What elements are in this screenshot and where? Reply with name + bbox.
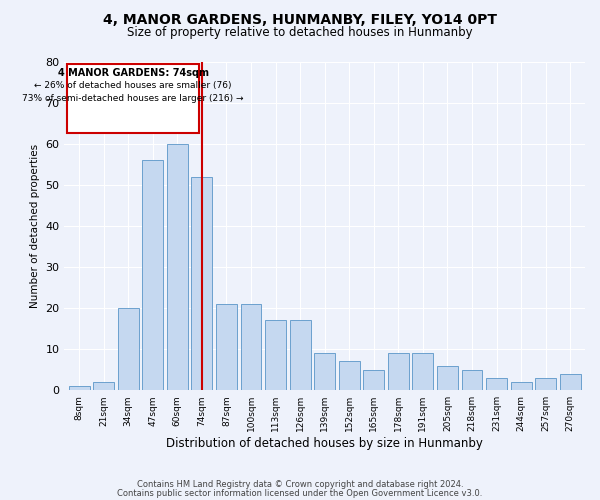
- Text: 4, MANOR GARDENS, HUNMANBY, FILEY, YO14 0PT: 4, MANOR GARDENS, HUNMANBY, FILEY, YO14 …: [103, 12, 497, 26]
- Bar: [412, 353, 433, 390]
- X-axis label: Distribution of detached houses by size in Hunmanby: Distribution of detached houses by size …: [166, 437, 483, 450]
- Bar: [364, 370, 384, 390]
- Bar: [388, 353, 409, 390]
- Text: Contains public sector information licensed under the Open Government Licence v3: Contains public sector information licen…: [118, 488, 482, 498]
- Bar: [535, 378, 556, 390]
- Text: 73% of semi-detached houses are larger (216) →: 73% of semi-detached houses are larger (…: [22, 94, 244, 103]
- Bar: [142, 160, 163, 390]
- Bar: [167, 144, 188, 390]
- Bar: [339, 362, 359, 390]
- Bar: [191, 176, 212, 390]
- FancyBboxPatch shape: [67, 64, 199, 134]
- Text: Size of property relative to detached houses in Hunmanby: Size of property relative to detached ho…: [127, 26, 473, 39]
- Bar: [265, 320, 286, 390]
- Bar: [216, 304, 237, 390]
- Bar: [437, 366, 458, 390]
- Bar: [68, 386, 89, 390]
- Bar: [118, 308, 139, 390]
- Bar: [314, 353, 335, 390]
- Text: Contains HM Land Registry data © Crown copyright and database right 2024.: Contains HM Land Registry data © Crown c…: [137, 480, 463, 489]
- Bar: [93, 382, 114, 390]
- Bar: [290, 320, 311, 390]
- Bar: [241, 304, 262, 390]
- Y-axis label: Number of detached properties: Number of detached properties: [30, 144, 40, 308]
- Text: 4 MANOR GARDENS: 74sqm: 4 MANOR GARDENS: 74sqm: [58, 68, 209, 78]
- Bar: [486, 378, 507, 390]
- Bar: [461, 370, 482, 390]
- Text: ← 26% of detached houses are smaller (76): ← 26% of detached houses are smaller (76…: [34, 81, 232, 90]
- Bar: [511, 382, 532, 390]
- Bar: [560, 374, 581, 390]
